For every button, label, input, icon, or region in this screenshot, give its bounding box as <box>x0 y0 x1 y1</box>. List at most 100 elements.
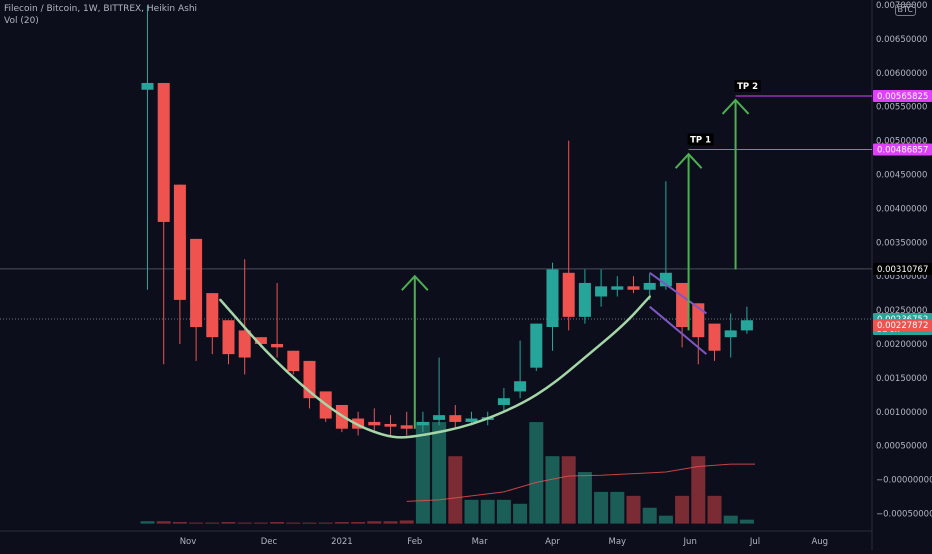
x-tick-label: Feb <box>407 537 422 547</box>
y-tick-label: 0.00500000 <box>876 137 927 147</box>
volume-bar <box>270 522 285 524</box>
target-arrow-head <box>401 274 429 291</box>
volume-indicator-label: Vol (20) <box>4 16 39 26</box>
volume-bar <box>561 456 576 524</box>
target-arrow-head <box>674 152 703 169</box>
volume-bar <box>237 522 252 524</box>
candle-body <box>611 286 624 290</box>
candle-body <box>141 82 154 90</box>
candle-body <box>190 238 203 328</box>
candle-body <box>676 282 689 328</box>
x-tick-label: May <box>609 537 627 547</box>
candle-body <box>271 343 284 348</box>
volume-bar <box>253 522 268 524</box>
candle-body <box>465 418 478 422</box>
volume-bar <box>189 522 204 524</box>
target-label-box <box>734 79 761 92</box>
candle-body <box>530 323 543 368</box>
volume-bar <box>415 422 430 524</box>
y-tick-label: 0.00300000 <box>876 272 927 282</box>
volume-bar <box>140 521 155 524</box>
candle-body <box>497 398 510 405</box>
candle-body <box>254 337 267 344</box>
volume-bar <box>302 522 317 524</box>
channel-lower-line <box>649 305 708 355</box>
price-tag-box <box>873 319 932 332</box>
volume-bar <box>205 522 220 524</box>
candle-body <box>514 381 527 392</box>
y-tick-label: 0.00100000 <box>876 408 927 418</box>
target-label-box <box>687 133 714 146</box>
candle-body <box>562 272 575 317</box>
candle-body <box>546 269 559 328</box>
volume-bar <box>594 491 609 524</box>
x-tick-label: Jul <box>749 537 760 547</box>
candle-body <box>173 184 186 300</box>
volume-bar <box>529 422 544 524</box>
target-arrow-head <box>721 98 750 115</box>
y-tick-label: 0.00450000 <box>876 170 927 180</box>
candle-body <box>643 282 656 290</box>
channel-upper-line <box>649 271 707 315</box>
y-tick-label: 0.00350000 <box>876 238 927 248</box>
target-label: TP 1 <box>690 135 711 145</box>
candle-body <box>238 330 251 358</box>
volume-bar <box>577 472 592 524</box>
volume-bar <box>334 522 349 524</box>
volume-bar <box>658 515 673 524</box>
y-tick-label: 0.00600000 <box>876 69 927 79</box>
volume-bar <box>707 495 722 524</box>
cup-curve <box>219 295 651 439</box>
candle-body <box>724 330 737 338</box>
y-tick-label: 0.00050000 <box>876 442 927 452</box>
volume-bar <box>480 499 495 524</box>
volume-bar <box>367 521 382 524</box>
candle-body <box>627 286 640 290</box>
volume-bar <box>156 521 171 524</box>
volume-bar <box>626 495 641 524</box>
x-tick-label: Mar <box>472 537 489 547</box>
volume-bar <box>221 522 236 524</box>
volume-bar <box>513 503 528 524</box>
y-tick-label: −0.00000000 <box>876 476 932 486</box>
candle-body <box>578 282 591 317</box>
y-tick-label: 0.00200000 <box>876 340 927 350</box>
candle-body <box>157 82 170 222</box>
price-tag-label: 0.00565825 <box>877 92 928 102</box>
candle-body <box>368 421 381 426</box>
currency-badge[interactable]: BTC <box>894 4 916 16</box>
candle-body <box>384 423 397 427</box>
candle-body <box>433 415 446 420</box>
candle-body <box>740 320 753 331</box>
volume-bar <box>399 520 414 524</box>
candle-body <box>449 415 462 422</box>
x-tick-label: Aug <box>811 537 828 547</box>
price-tag-box <box>873 89 932 102</box>
volume-bar <box>318 522 333 524</box>
volume-bar <box>691 456 706 524</box>
volume-bar <box>496 499 511 524</box>
candle-body <box>416 421 429 426</box>
candle-body <box>222 320 235 355</box>
y-tick-label: 0.00550000 <box>876 103 927 113</box>
volume-bar <box>610 491 625 524</box>
volume-bar <box>286 522 301 524</box>
price-tag-box <box>873 143 932 156</box>
candle-body <box>287 350 300 372</box>
symbol-title: Filecoin / Bitcoin, 1W, BITTREX, Heikin … <box>4 4 198 14</box>
volume-bar <box>642 507 657 524</box>
volume-bar <box>432 422 447 524</box>
candle-body <box>400 425 413 429</box>
volume-bar <box>351 522 366 524</box>
volume-bar <box>383 521 398 524</box>
y-tick-label: 0.00650000 <box>876 35 927 45</box>
volume-bar <box>723 515 738 524</box>
candle-body <box>692 303 705 338</box>
y-tick-label: 0.00150000 <box>876 374 927 384</box>
y-tick-label: 0.00400000 <box>876 204 927 214</box>
price-tag-label: 0.00310767 <box>877 265 928 275</box>
x-tick-label: Dec <box>261 537 278 547</box>
y-tick-label: −0.00050000 <box>876 509 932 519</box>
